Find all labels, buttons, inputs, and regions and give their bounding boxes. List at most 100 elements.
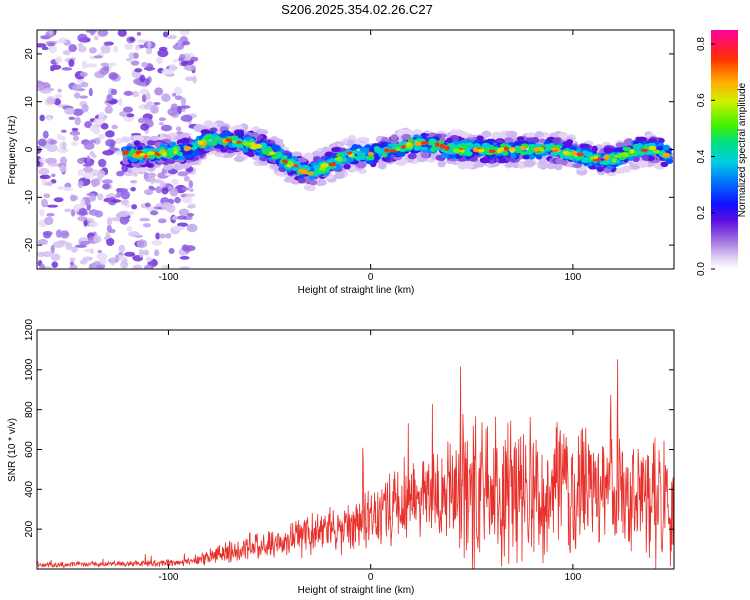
noise-blob — [140, 123, 149, 131]
ridge-blob — [275, 152, 283, 157]
noise-blob — [138, 248, 144, 258]
noise-blob — [77, 180, 84, 189]
spectrogram-x-label: Height of straight line (km) — [298, 285, 415, 296]
noise-blob — [39, 209, 45, 217]
snr-x-tick-label: -100 — [158, 572, 178, 583]
noise-blob — [153, 179, 163, 184]
ridge-blob — [519, 151, 527, 156]
noise-blob — [171, 92, 177, 97]
colorbar-tick-label: 0.4 — [696, 149, 707, 163]
ridge-blob — [525, 158, 534, 166]
noise-blob — [93, 128, 101, 135]
noise-blob — [72, 83, 82, 92]
ridge-blob — [328, 162, 337, 167]
noise-blob — [145, 47, 153, 55]
noise-blob — [93, 35, 99, 41]
noise-blob — [171, 216, 179, 221]
colorbar-ticks: 0.0 0.2 0.4 0.6 0.8 — [696, 37, 715, 276]
noise-blob — [162, 31, 169, 38]
noise-blob — [106, 217, 113, 226]
noise-blob — [68, 59, 75, 67]
ridge-blob — [662, 152, 671, 158]
noise-blob — [126, 226, 133, 232]
noise-blob — [53, 197, 64, 203]
noise-blob — [106, 94, 113, 101]
noise-blob — [98, 111, 105, 118]
ridge-blob — [416, 145, 423, 151]
noise-blob — [65, 242, 73, 251]
ridge-blob — [382, 152, 388, 158]
noise-blob — [88, 221, 99, 228]
ridge-blob — [242, 141, 251, 147]
noise-blob — [154, 87, 164, 96]
ridge-blob — [282, 159, 288, 164]
noise-blob — [139, 88, 150, 95]
noise-blob — [44, 216, 54, 226]
ridge-blob — [488, 149, 496, 153]
noise-blob — [141, 94, 147, 103]
ridge-blob — [636, 136, 647, 142]
ridge-blob — [283, 176, 294, 183]
noise-blob — [81, 60, 88, 69]
ridge-blob — [198, 148, 205, 155]
ridge-blob — [509, 148, 515, 153]
noise-blob — [77, 169, 84, 177]
snr-y-tick-label: 1200 — [24, 318, 35, 341]
noise-blob — [91, 154, 97, 159]
noise-blob — [70, 141, 79, 146]
noise-blob — [77, 215, 88, 222]
snr-x-tick-label: 0 — [368, 572, 374, 583]
ridge-blob — [660, 161, 669, 167]
noise-blob — [70, 209, 76, 217]
noise-blob — [45, 41, 58, 45]
noise-blob — [161, 93, 171, 102]
noise-blob — [186, 223, 198, 233]
noise-blob — [46, 213, 55, 217]
noise-blob — [62, 49, 71, 56]
noise-blob — [144, 103, 151, 110]
noise-blob — [82, 256, 94, 261]
ridge-blob — [293, 160, 301, 166]
noise-blob — [90, 139, 97, 144]
noise-blob — [189, 188, 194, 192]
ridge-blob — [235, 132, 245, 138]
ridge-blob — [505, 130, 518, 138]
ridge-blob — [407, 137, 414, 144]
noise-blob — [160, 124, 173, 132]
noise-blob — [63, 208, 73, 213]
noise-blob — [117, 30, 127, 37]
noise-blob — [79, 95, 88, 99]
ridge-blob — [464, 148, 471, 153]
noise-blob — [158, 233, 167, 239]
ridge-blob — [197, 140, 204, 145]
noise-blob — [122, 106, 134, 113]
noise-blob — [136, 31, 142, 36]
snr-x-label: Height of straight line (km) — [298, 585, 415, 596]
noise-blob — [120, 260, 129, 269]
noise-blob — [37, 239, 49, 246]
noise-blob — [68, 116, 76, 121]
ridge-blob — [133, 135, 144, 142]
snr-y-tick-label: 600 — [24, 441, 35, 458]
noise-blob — [82, 171, 95, 180]
noise-blob — [137, 117, 145, 124]
noise-blob — [37, 43, 47, 48]
ridge-blob — [539, 147, 545, 152]
snr-panel: -100 0 100 200 400 600 800 1000 1200 Height of … — [7, 318, 675, 596]
noise-blob — [129, 180, 138, 184]
ridge-blob — [309, 179, 318, 186]
noise-blob — [172, 225, 185, 231]
noise-blob — [44, 181, 53, 187]
noise-blob — [154, 249, 160, 257]
ridge-blob — [460, 149, 465, 153]
ridge-blob — [476, 135, 484, 141]
noise-blob — [185, 193, 196, 197]
noise-blob — [144, 202, 151, 208]
noise-blob — [149, 104, 159, 114]
noise-blob — [48, 30, 54, 35]
noise-blob — [57, 185, 64, 190]
ridge-blob — [168, 153, 174, 159]
noise-blob — [110, 256, 115, 266]
noise-blob — [47, 43, 56, 47]
ridge-blob — [437, 160, 446, 168]
